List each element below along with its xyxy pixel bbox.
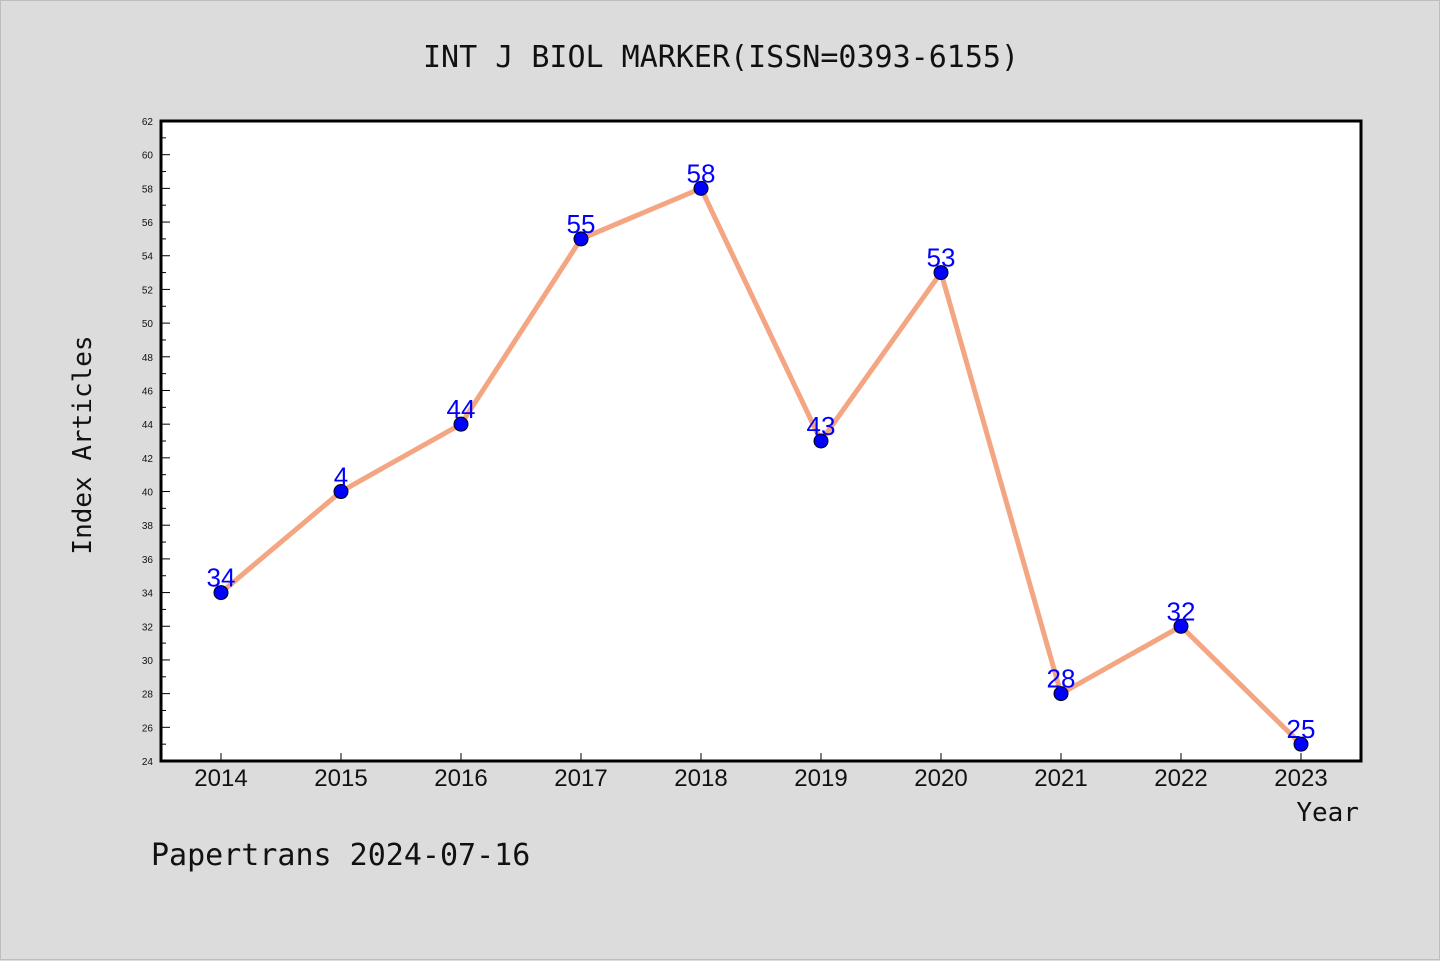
x-tick-label: 2014 [194, 765, 247, 792]
y-tick-label: 58 [142, 184, 154, 195]
data-label: 53 [927, 243, 956, 273]
data-point [693, 180, 709, 196]
data-point [453, 416, 469, 432]
x-tick-label: 2020 [914, 765, 967, 792]
data-label: 32 [1167, 596, 1196, 626]
data-point [1173, 618, 1189, 634]
x-tick-label: 2022 [1154, 765, 1207, 792]
x-axis-label: Year [1296, 798, 1359, 828]
y-tick-label: 24 [142, 757, 154, 768]
y-axis-label: Index Articles [68, 335, 98, 554]
data-point [1293, 736, 1309, 752]
y-tick-label: 44 [142, 420, 154, 431]
data-label: 44 [447, 394, 476, 424]
y-tick-label: 52 [142, 285, 154, 296]
y-tick-label: 32 [142, 622, 154, 633]
chart-title: INT J BIOL MARKER(ISSN=0393-6155) [423, 40, 1019, 75]
data-label: 55 [567, 209, 596, 239]
data-label: 58 [687, 158, 716, 188]
y-tick-label: 50 [142, 319, 154, 330]
y-tick-label: 54 [142, 252, 154, 263]
plot-frame [159, 119, 1363, 763]
series-line [218, 185, 1304, 747]
y-tick-label: 34 [142, 589, 154, 600]
y-tick-label: 30 [142, 656, 154, 667]
y-tick-label: 62 [142, 117, 154, 128]
plot-area [161, 121, 1361, 761]
y-tick-label: 40 [142, 488, 154, 499]
data-point [213, 585, 229, 601]
x-tick-label: 2023 [1274, 765, 1327, 792]
x-tick-label: 2021 [1034, 765, 1087, 792]
x-tick-label: 2017 [554, 765, 607, 792]
y-tick-label: 60 [142, 151, 154, 162]
data-point [573, 231, 589, 247]
data-label: 25 [1287, 714, 1316, 744]
y-tick-label: 48 [142, 353, 154, 364]
y-tick-label: 42 [142, 454, 154, 465]
footer-text: Papertrans 2024-07-16 [151, 838, 530, 873]
data-label: 34 [207, 563, 236, 593]
x-tick-label: 2016 [434, 765, 487, 792]
series-index-articles [213, 180, 1309, 752]
y-axis: 24 26 28 30 32 34 36 38 40 42 44 46 48 50 52 54 56 58 60 62 [142, 117, 170, 768]
x-tick-label: 2015 [314, 765, 367, 792]
data-point [933, 265, 949, 281]
data-label: 43 [807, 411, 836, 441]
y-tick-label: 46 [142, 386, 154, 397]
y-tick-label: 38 [142, 521, 154, 532]
data-point [813, 433, 829, 449]
x-tick-label: 2019 [794, 765, 847, 792]
y-tick-label: 36 [142, 555, 154, 566]
data-point [333, 484, 349, 500]
y-tick-label: 28 [142, 690, 154, 701]
y-tick-label: 56 [142, 218, 154, 229]
data-point [1053, 686, 1069, 702]
data-label: 28 [1047, 664, 1076, 694]
x-tick-label: 2018 [674, 765, 727, 792]
y-tick-label: 26 [142, 723, 154, 734]
x-axis: 2014 2015 2016 2017 2018 2019 2020 2021 2022 2023 [194, 753, 1328, 792]
data-label: 4 [334, 462, 348, 492]
